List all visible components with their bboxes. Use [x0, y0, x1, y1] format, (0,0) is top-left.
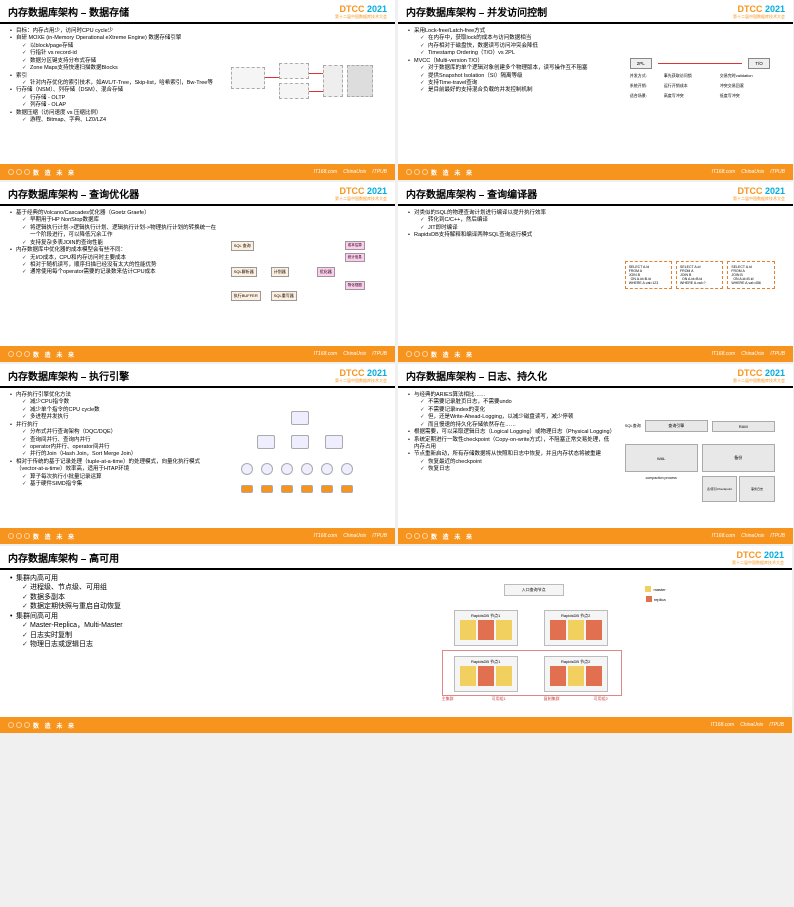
slide-grid: 内存数据库架构 – 数据存储 DTCC 2021 第十二届中国数据库技术大会 目…: [0, 0, 794, 733]
slide-exec: 内存数据库架构 – 执行引擎 DTCC 2021第十二届中国数据库技术大会 内存…: [0, 364, 395, 544]
slide-ha: 内存数据库架构 – 高可用 DTCC 2021第十二届中国数据库技术大会 集群内…: [0, 546, 792, 733]
slide-title: 内存数据库架构 – 数据存储: [8, 4, 129, 19]
cc-diagram: 2PL T/O 并发方式:事先获取访问锁交易完时validation 系统开销:…: [630, 58, 770, 128]
logo: DTCC 2021 第十二届中国数据库技术大会: [335, 4, 387, 20]
slide-optimizer: 内存数据库架构 – 查询优化器 DTCC 2021第十二届中国数据库技术大会 基…: [0, 182, 395, 362]
compiler-diagram: SELECT A.id FROM A JOIN B ON A.id=B.id W…: [625, 245, 775, 305]
optimizer-diagram: SQL 查询 SQL解析器 计划器 优化器 成本估算 统计信息 物化视图 执行B…: [227, 235, 377, 315]
slide-compiler: 内存数据库架构 – 查询编译器 DTCC 2021第十二届中国数据库技术大会 对…: [398, 182, 793, 362]
content: 目标：内存占用少，访问时CPU cycle少 自研 MOXE (in-Memor…: [8, 28, 216, 158]
ha-diagram: 入口查询节点 master replica RapidsDB 节点1 Rapid…: [394, 584, 674, 704]
storage-diagram: [227, 63, 377, 123]
log-diagram: SQL查询 查询引擎 RAM WAL 备份 compaction process…: [625, 412, 775, 502]
slide-storage: 内存数据库架构 – 数据存储 DTCC 2021 第十二届中国数据库技术大会 目…: [0, 0, 395, 180]
slide-header: 内存数据库架构 – 数据存储 DTCC 2021 第十二届中国数据库技术大会: [0, 0, 395, 24]
exec-diagram: [227, 407, 377, 507]
footer: 数 造 未 来 IT168.comChinaUnixITPUB: [0, 164, 395, 180]
slide-logging: 内存数据库架构 – 日志、持久化 DTCC 2021第十二届中国数据库技术大会 …: [398, 364, 793, 544]
slide-concurrency: 内存数据库架构 – 并发访问控制 DTCC 2021第十二届中国数据库技术大会 …: [398, 0, 793, 180]
